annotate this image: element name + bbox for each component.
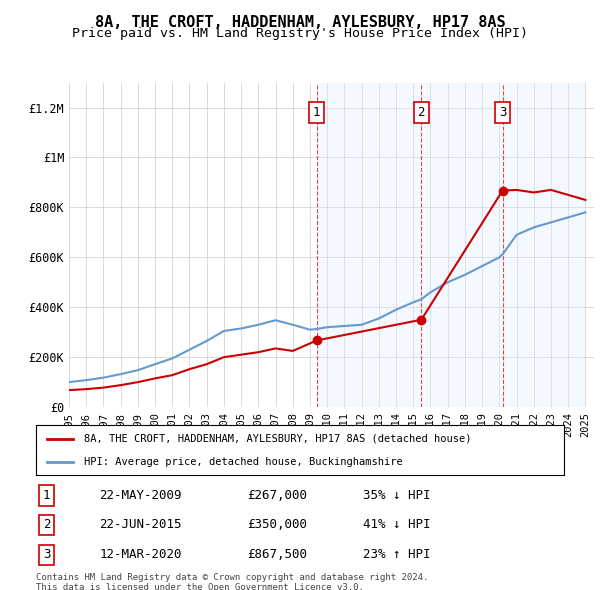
Text: 35% ↓ HPI: 35% ↓ HPI: [364, 489, 431, 502]
Text: 12-MAR-2020: 12-MAR-2020: [100, 548, 182, 562]
Text: 8A, THE CROFT, HADDENHAM, AYLESBURY, HP17 8AS: 8A, THE CROFT, HADDENHAM, AYLESBURY, HP1…: [95, 15, 505, 30]
Text: 3: 3: [43, 548, 50, 562]
Text: 8A, THE CROFT, HADDENHAM, AYLESBURY, HP17 8AS (detached house): 8A, THE CROFT, HADDENHAM, AYLESBURY, HP1…: [83, 434, 471, 444]
Text: £867,500: £867,500: [247, 548, 307, 562]
Text: 1: 1: [313, 106, 320, 119]
Text: 2: 2: [418, 106, 425, 119]
Text: 22-JUN-2015: 22-JUN-2015: [100, 518, 182, 532]
Bar: [503, 83, 586, 407]
Text: £350,000: £350,000: [247, 518, 307, 532]
Text: 41% ↓ HPI: 41% ↓ HPI: [364, 518, 431, 532]
Text: HPI: Average price, detached house, Buckinghamshire: HPI: Average price, detached house, Buck…: [83, 457, 402, 467]
Text: 22-MAY-2009: 22-MAY-2009: [100, 489, 182, 502]
Text: £267,000: £267,000: [247, 489, 307, 502]
Text: 2: 2: [43, 518, 50, 532]
Text: This data is licensed under the Open Government Licence v3.0.: This data is licensed under the Open Gov…: [36, 583, 364, 590]
Text: 23% ↑ HPI: 23% ↑ HPI: [364, 548, 431, 562]
Text: Contains HM Land Registry data © Crown copyright and database right 2024.: Contains HM Land Registry data © Crown c…: [36, 573, 428, 582]
Text: Price paid vs. HM Land Registry's House Price Index (HPI): Price paid vs. HM Land Registry's House …: [72, 27, 528, 40]
Text: 3: 3: [499, 106, 506, 119]
Text: 1: 1: [43, 489, 50, 502]
Bar: [317, 83, 421, 407]
Bar: [421, 83, 503, 407]
